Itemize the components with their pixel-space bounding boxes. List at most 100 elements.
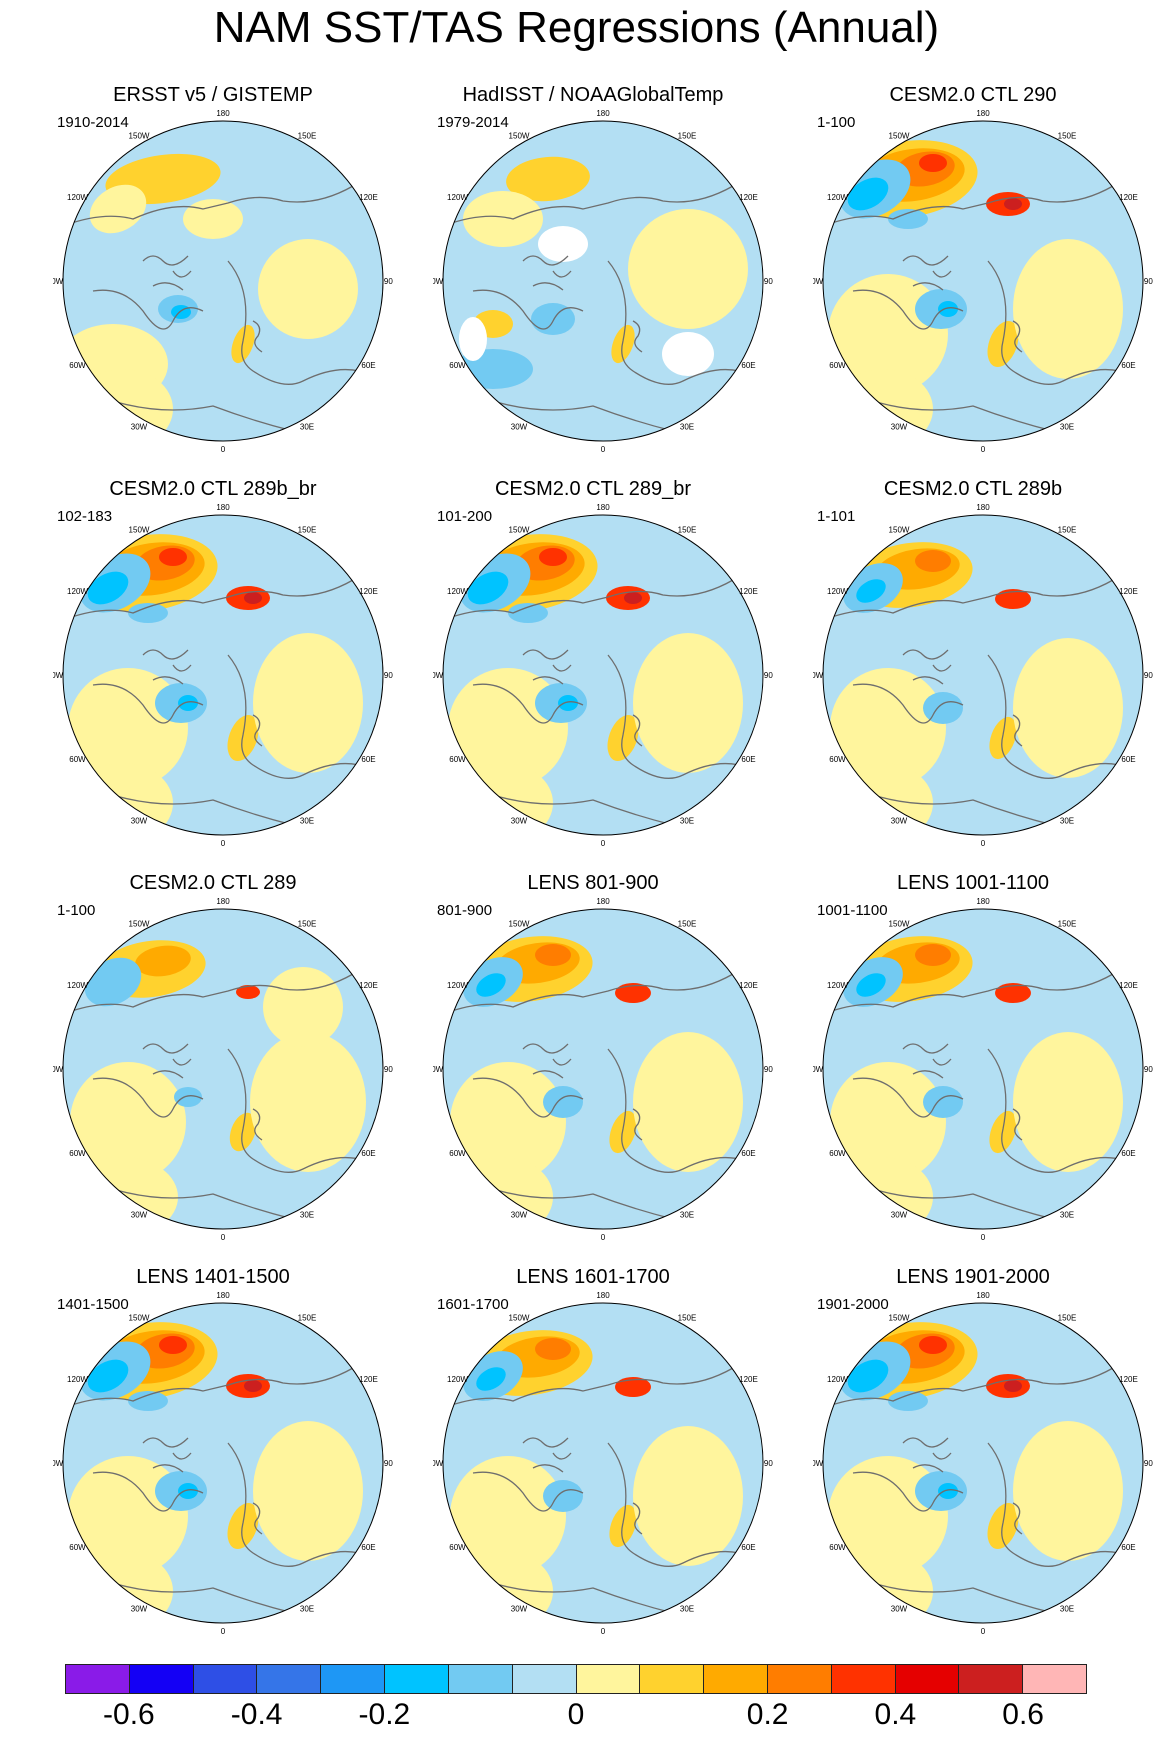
anomaly-region <box>183 199 243 239</box>
anomaly-region <box>68 1157 178 1229</box>
meridian-label: 90E <box>764 1459 773 1468</box>
coastline <box>607 1048 754 1173</box>
anomaly-region <box>558 695 578 711</box>
meridian-label: 120W <box>827 1375 848 1384</box>
meridian-label: 120W <box>447 1375 468 1384</box>
meridian-label: 30E <box>680 1210 694 1219</box>
anomaly-region <box>476 973 506 997</box>
anomaly-region <box>258 239 358 339</box>
coastline <box>112 794 294 826</box>
anomaly-region <box>888 209 928 229</box>
anomaly-region <box>531 303 575 335</box>
meridian-label: 120W <box>67 981 88 990</box>
coastline <box>492 794 674 826</box>
colorbar-tick-label: 0.2 <box>746 1698 789 1731</box>
meridian-label: 60W <box>829 1149 846 1158</box>
meridian-label: 30W <box>131 422 148 431</box>
meridian-label: 30E <box>680 816 694 825</box>
anomaly-region <box>128 603 168 623</box>
coastline <box>987 1442 1134 1567</box>
meridian-label: 120E <box>1119 587 1138 596</box>
colorbar-swatch <box>704 1665 768 1693</box>
colorbar-tick-label: -0.4 <box>230 1698 283 1731</box>
panel-title: CESM2.0 CTL 289b_br <box>109 478 317 500</box>
anomaly-region <box>915 550 951 572</box>
coastline <box>92 683 204 724</box>
meridian-label: 90W <box>53 671 64 680</box>
meridian-label: 60E <box>1121 1543 1135 1552</box>
coastline <box>1012 1108 1023 1141</box>
coastline <box>92 1471 204 1512</box>
meridian-label: 150W <box>129 132 150 141</box>
anomaly-region <box>263 967 343 1047</box>
coastline <box>472 1471 584 1512</box>
coastline <box>252 714 263 747</box>
meridian-label: 90W <box>433 671 444 680</box>
meridian-label: 60W <box>829 755 846 764</box>
colorbar-tick-label: -0.6 <box>103 1698 155 1731</box>
meridian-label: 60W <box>69 361 86 370</box>
meridian-label: 90W <box>433 1459 444 1468</box>
map-boundary <box>62 120 384 442</box>
panel-title: LENS 1001-1100 <box>897 872 1049 894</box>
colorbar-swatch <box>640 1665 705 1693</box>
meridian-label: 150E <box>298 920 317 929</box>
meridian-label: 90E <box>384 277 393 286</box>
anomaly-region <box>87 1359 129 1393</box>
figure-title: NAM SST/TAS Regressions (Annual) <box>213 3 940 52</box>
anomaly-region <box>915 944 951 966</box>
anomaly-region <box>919 1336 947 1354</box>
meridian-label: 180 <box>596 1291 610 1300</box>
anomaly-region <box>463 191 543 247</box>
anomaly-region <box>1013 1421 1123 1561</box>
colorbar-swatch <box>448 1665 513 1693</box>
meridian-label: 90E <box>764 277 773 286</box>
coastline <box>492 1582 674 1614</box>
meridian-label: 90W <box>53 277 64 286</box>
meridian-label: 90W <box>53 1459 64 1468</box>
coastline <box>607 1442 754 1567</box>
anomaly-region <box>847 177 889 211</box>
meridian-label: 90W <box>813 1459 824 1468</box>
meridian-label: 150W <box>889 920 910 929</box>
anomaly-region <box>250 1032 366 1172</box>
meridian-label: 60E <box>1121 1149 1135 1158</box>
coastline <box>63 1367 354 1409</box>
anomaly-region <box>633 633 743 773</box>
meridian-label: 30E <box>300 422 314 431</box>
map-panel: CESM2.0 CTL 289b_br 102-183 180 150E 120E 90E… <box>23 477 403 867</box>
colorbar-tick-label: 0 <box>567 1698 585 1731</box>
meridian-label: 0 <box>981 1233 986 1242</box>
colorbar-swatch <box>1023 1665 1086 1693</box>
meridian-label: 180 <box>976 109 990 118</box>
meridian-label: 120E <box>359 587 378 596</box>
anomaly-region <box>538 226 588 262</box>
meridian-label: 120E <box>1119 981 1138 990</box>
map-boundary <box>822 1302 1144 1624</box>
meridian-label: 60W <box>449 755 466 764</box>
meridian-label: 150W <box>509 132 530 141</box>
anomaly-region <box>178 695 198 711</box>
panel-years: 1-100 <box>57 902 96 919</box>
anomaly-region <box>467 571 509 605</box>
meridian-label: 150E <box>1058 920 1077 929</box>
coastline <box>142 1437 192 1473</box>
meridian-label: 90E <box>764 671 773 680</box>
polar-map: 180 150E 120E 90E 60E 30E 0 30W 60W 90W 120W 150W <box>433 503 773 848</box>
anomaly-region <box>1013 638 1123 778</box>
meridian-label: 150W <box>129 526 150 535</box>
coastline <box>63 579 354 621</box>
coastline <box>443 1367 734 1409</box>
meridian-label: 60E <box>741 361 755 370</box>
meridian-label: 0 <box>601 839 606 848</box>
colorbar <box>65 1664 1087 1694</box>
coastline <box>522 1043 572 1079</box>
polar-map: 180 150E 120E 90E 60E 30E 0 30W 60W 90W 120W 150W <box>813 109 1153 454</box>
polar-map: 180 150E 120E 90E 60E 30E 0 30W 60W 90W 120W 150W <box>53 109 393 454</box>
panel-years: 801-900 <box>437 902 493 919</box>
anomaly-region <box>128 1391 168 1411</box>
meridian-label: 30W <box>891 422 908 431</box>
meridian-label: 30W <box>511 422 528 431</box>
anomaly-region <box>662 332 714 376</box>
meridian-label: 150W <box>509 526 530 535</box>
